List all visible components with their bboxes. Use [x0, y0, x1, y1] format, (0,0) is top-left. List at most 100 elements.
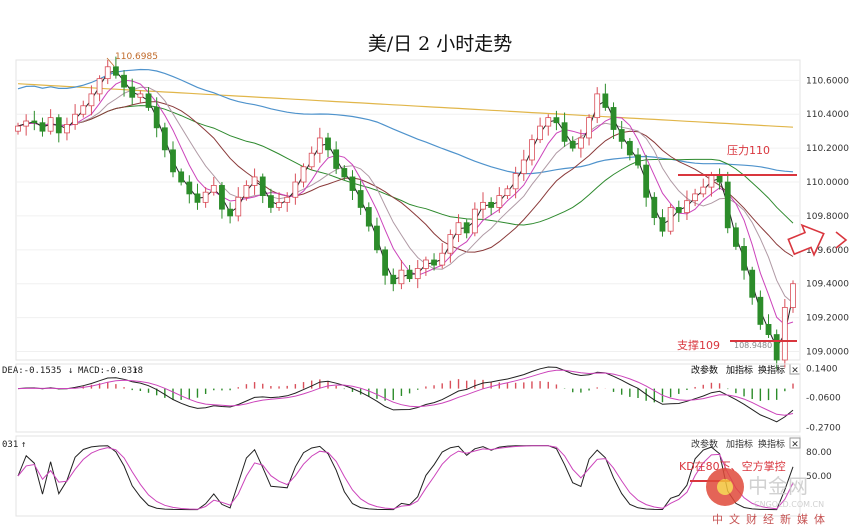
y-tick-label: 110.2000 — [806, 144, 849, 154]
candle — [210, 176, 217, 196]
candle — [374, 217, 380, 254]
candle — [643, 154, 650, 207]
kd-params-button[interactable]: 改参数 — [691, 438, 718, 450]
macd-dea-line — [17, 369, 794, 416]
candle — [186, 175, 193, 204]
close-icon: ✕ — [791, 366, 799, 376]
candle — [251, 168, 258, 195]
candle — [455, 214, 462, 243]
macd-swap-button[interactable]: 换指标 — [758, 364, 785, 376]
candle — [545, 114, 552, 136]
candle — [602, 83, 609, 111]
add-indicator-button[interactable]: 加指标 — [726, 364, 753, 376]
candle — [333, 141, 340, 174]
candle — [675, 200, 682, 223]
candle — [488, 197, 495, 215]
macd-panel: DEA:-0.1535 ↓ MACD:-0.0318 ↑ 改参数 加指标 换指标 0… — [2, 363, 841, 434]
candle — [635, 148, 641, 169]
kd-panel: 031 ↑ 改参数 加指标 换指标 ✕ 80.00 50.00 KD在80下、空方… — [2, 435, 832, 517]
kd-add-indicator-button[interactable]: 加指标 — [726, 438, 753, 450]
candle — [439, 243, 446, 269]
candle — [104, 60, 111, 85]
y-tick-label: 110.4000 — [806, 110, 849, 120]
candle — [235, 187, 242, 222]
candle — [55, 114, 62, 143]
logo-text: 中金网 — [748, 474, 808, 498]
candle — [431, 253, 437, 271]
macd-arrow-up: ↑ — [133, 366, 138, 376]
candle — [471, 202, 478, 237]
macd-y-tick-label: -0.2700 — [806, 424, 841, 434]
candle — [47, 109, 54, 135]
kd-d-line — [17, 445, 794, 510]
site-text: CNGOLD.COM.CN — [754, 500, 824, 509]
candle — [349, 170, 356, 200]
candle — [618, 121, 625, 149]
candle — [496, 187, 503, 213]
candle — [219, 182, 225, 219]
candle — [422, 256, 429, 276]
candle — [724, 171, 731, 234]
candle — [23, 114, 30, 136]
candle — [284, 192, 291, 212]
candle — [202, 187, 209, 208]
candle — [781, 298, 788, 368]
candle — [463, 219, 470, 239]
candle — [520, 149, 527, 182]
candle — [773, 329, 780, 370]
macd-params-button[interactable]: 改参数 — [691, 364, 718, 376]
candle — [137, 90, 144, 103]
high-label: 110.6985 — [115, 52, 158, 62]
candle — [292, 173, 299, 205]
candle — [129, 78, 136, 105]
candle — [659, 209, 666, 237]
swap-indicator-button[interactable]: 换指标 — [758, 364, 785, 376]
candle — [765, 314, 772, 338]
macd-arrow-down: ↓ — [68, 366, 73, 376]
candle — [365, 202, 372, 232]
candle — [308, 146, 315, 171]
kd-arrow-up: ↑ — [21, 440, 26, 450]
kd-close-icon: ✕ — [791, 440, 799, 450]
kd-close-button[interactable] — [789, 437, 801, 449]
ma-pink-line — [17, 79, 794, 326]
candle — [325, 132, 331, 158]
params-button[interactable]: 改参数 — [691, 364, 718, 376]
candle — [414, 260, 421, 289]
kd-header: 031 — [2, 440, 18, 450]
kd-swap-indicator-button[interactable]: 换指标 — [758, 438, 785, 450]
macd-y-tick-label: 0.1400 — [806, 364, 838, 374]
high-pointer — [106, 57, 115, 67]
arrow-right-icon — [787, 223, 848, 257]
candle — [267, 188, 274, 213]
y-tick-label: 109.6000 — [806, 246, 849, 256]
candle — [80, 100, 87, 118]
candle — [170, 141, 176, 178]
candle — [512, 166, 519, 199]
macd-dea-value: DEA:-0.1535 — [2, 366, 62, 376]
candle — [161, 122, 168, 158]
watermark: 中金网 CNGOLD.COM.CN 中文财经新媒体 — [706, 468, 825, 526]
candle — [72, 104, 79, 130]
candle — [178, 168, 185, 186]
candle — [569, 136, 576, 152]
y-tick-label: 110.6000 — [806, 76, 849, 86]
candle — [749, 266, 756, 305]
candle — [626, 137, 633, 161]
candle — [529, 134, 535, 166]
price-toolbar: 改参数 加指标 换指标 ✕ — [691, 363, 801, 376]
candle — [398, 260, 405, 290]
candle — [31, 110, 38, 131]
kd-y-tick-label: 80.00 — [806, 448, 832, 458]
candle — [700, 178, 707, 198]
candle — [88, 85, 95, 116]
candle — [561, 112, 568, 147]
candle — [316, 127, 323, 163]
y-tick-label: 109.0000 — [806, 348, 849, 358]
candle — [692, 188, 699, 207]
candle — [259, 173, 266, 204]
candle — [553, 110, 560, 131]
candle — [480, 192, 486, 219]
macd-add-button[interactable]: 加指标 — [726, 364, 753, 376]
